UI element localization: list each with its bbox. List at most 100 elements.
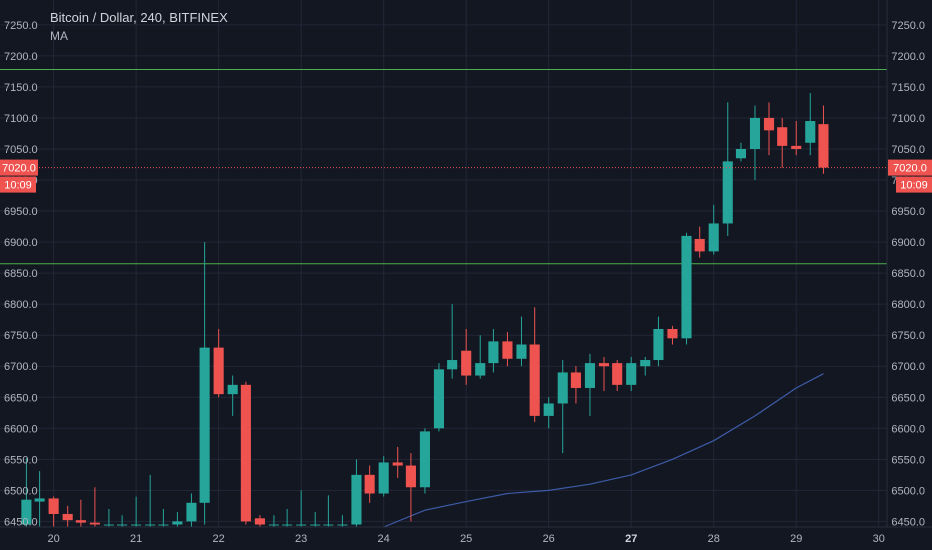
price-tick-label-left: 7050.0 (4, 144, 38, 156)
candle-body-up (584, 363, 596, 388)
price-tick-label-right: 6800.0 (891, 299, 925, 311)
candle-body-down (254, 518, 265, 525)
moving-average-layer (383, 373, 824, 528)
price-tick-label-left: 6800.0 (4, 299, 38, 311)
candle-body-down (529, 344, 540, 416)
candle-body-down (694, 238, 705, 252)
candle-body-down (392, 462, 403, 466)
price-tick-label-left: 7100.0 (4, 113, 38, 125)
candle-body-up (640, 360, 651, 367)
price-tick-label-left: 7250.0 (4, 20, 38, 32)
price-tick-label-left: 6500.0 (4, 485, 38, 497)
candle-body-up (653, 328, 664, 361)
price-tick-label-left: 6750.0 (4, 330, 38, 342)
candle-body-down (75, 520, 86, 523)
candle-body-up (34, 498, 45, 502)
time-tick-label: 24 (378, 533, 390, 545)
price-tick-label-right: 6900.0 (891, 237, 925, 249)
price-tick-label-left: 6650.0 (4, 392, 38, 404)
price-tick-label-left: 7200.0 (4, 51, 38, 63)
candle-body-up (323, 524, 334, 526)
time-tick-label: 21 (130, 533, 142, 545)
candle-body-up (516, 344, 527, 359)
price-tick-label-right: 7050.0 (891, 144, 925, 156)
price-tick-label-right: 6850.0 (891, 268, 925, 280)
price-tick-label-left: 6600.0 (4, 423, 38, 435)
candle-body-up (131, 524, 142, 526)
price-tick-label-left: 6950.0 (4, 206, 38, 218)
price-tick-label-right: 7200.0 (891, 51, 925, 63)
price-tick-label-left: 6850.0 (4, 268, 38, 280)
candle-body-up (117, 524, 128, 526)
horizontal-lines-layer (0, 69, 887, 265)
candle-body-up (310, 524, 321, 526)
candle-body-up (805, 121, 816, 143)
candle-body-up (145, 524, 156, 526)
countdown-tag-right (896, 176, 932, 193)
price-tick-label-left: 7150.0 (4, 82, 38, 94)
candle-body-up (103, 524, 114, 526)
candle-body-down (405, 465, 416, 488)
time-tick-label: 29 (790, 533, 802, 545)
candle-body-up (172, 521, 183, 525)
symbol-title[interactable]: Bitcoin / Dollar, 240, BITFINEX (50, 10, 228, 25)
candle-body-up (158, 524, 169, 526)
candle-body-up (488, 341, 499, 364)
chart-header: Bitcoin / Dollar, 240, BITFINEX MA (50, 8, 228, 46)
candles-layer (21, 93, 829, 527)
candle-body-up (337, 524, 348, 526)
time-tick-label: 25 (460, 533, 472, 545)
candle-body-down (89, 522, 100, 525)
candle-body-down (240, 384, 251, 522)
candle-body-up (296, 524, 307, 526)
price-tick-label-right: 7100.0 (891, 113, 925, 125)
price-tick-label-right: 6950.0 (891, 206, 925, 218)
candle-body-down (502, 341, 513, 359)
time-tick-label: 22 (213, 533, 225, 545)
candle-body-down (48, 498, 59, 514)
price-tick-label-left: 6550.0 (4, 454, 38, 466)
candle-body-up (433, 369, 445, 429)
candle-body-up (475, 363, 486, 376)
price-tick-label-right: 6600.0 (891, 423, 925, 435)
candle-body-up (447, 360, 458, 370)
time-tick-label: 27 (625, 533, 637, 545)
candle-body-down (62, 513, 73, 521)
candle-body-up (735, 148, 747, 159)
candle-body-down (570, 372, 581, 388)
price-tick-label-left: 6450.0 (4, 516, 38, 528)
candle-body-down (213, 347, 224, 395)
candle-body-up (351, 474, 362, 525)
candle-body-down (791, 145, 802, 149)
time-tick-label: 23 (295, 533, 307, 545)
current-price-tag-left (0, 159, 38, 176)
price-tick-label-right: 6650.0 (891, 392, 925, 404)
candle-body-up (749, 117, 761, 149)
candle-body-down (667, 328, 678, 339)
candle-body-up (543, 403, 554, 416)
price-tick-label-left: 6900.0 (4, 237, 38, 249)
candle-body-up (268, 524, 279, 526)
candle-body-up (722, 161, 733, 224)
time-tick-label: 26 (543, 533, 555, 545)
price-tick-label-right: 6750.0 (891, 330, 925, 342)
current-price-label-left: 7020.0 (2, 163, 36, 175)
time-tick-label: 28 (708, 533, 720, 545)
indicator-label[interactable]: MA (50, 29, 68, 43)
price-tick-label-right: 7150.0 (891, 82, 925, 94)
candle-body-up (419, 431, 430, 488)
countdown-tag-left (0, 176, 36, 193)
candle-body-up (282, 524, 293, 526)
price-tick-label-right: 6500.0 (891, 485, 925, 497)
price-tick-label-right: 6700.0 (891, 361, 925, 373)
candle-body-down (461, 350, 472, 376)
moving-average-line (383, 373, 824, 528)
candle-body-down (598, 363, 610, 367)
candle-body-down (777, 127, 788, 146)
countdown-label-left: 10:09 (4, 180, 32, 192)
candle-body-up (681, 235, 692, 339)
current-price-label-right: 7020.0 (893, 163, 927, 175)
price-tick-label-left: 6700.0 (4, 361, 38, 373)
